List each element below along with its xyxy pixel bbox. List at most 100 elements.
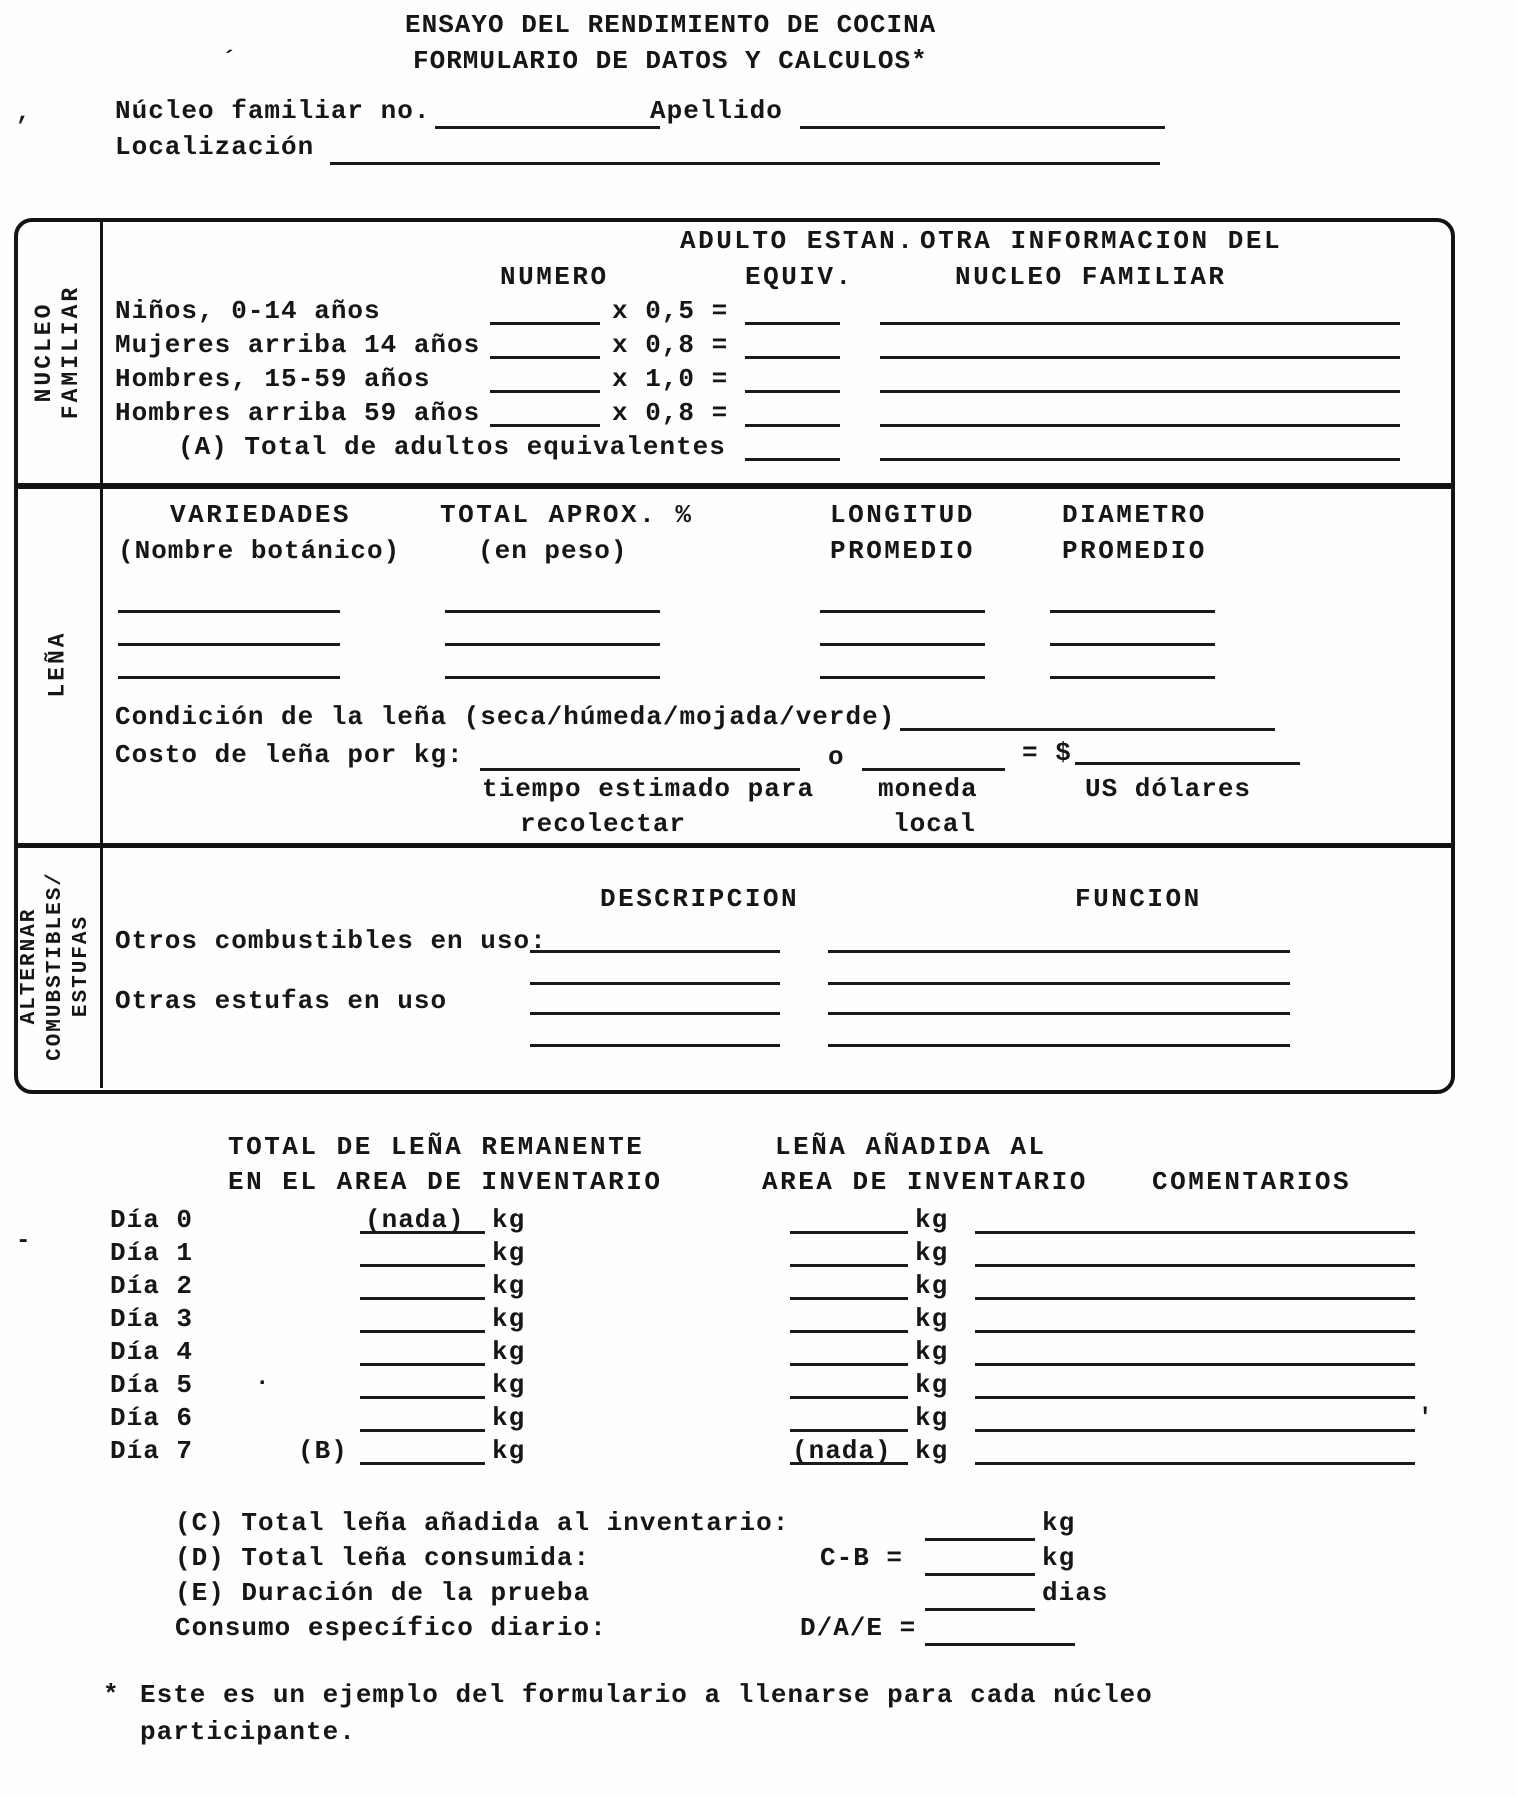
alt-function-blank	[828, 1044, 1290, 1047]
alt-other-fuels-label: Otros combustibles en uso:	[115, 926, 547, 956]
family-other-info-blank	[880, 458, 1400, 461]
wood-percent-blank	[445, 643, 660, 646]
alt-col-description-header: DESCRIPCION	[600, 884, 800, 914]
inv-day-label: Día 2	[110, 1271, 194, 1301]
inv-col1-unit: kg	[492, 1304, 526, 1334]
family-row-factor: x 0,5 =	[612, 296, 729, 326]
wood-col-total-subheader: (en peso)	[478, 536, 628, 566]
family-other-info-blank	[880, 322, 1400, 325]
inv-col2-nada-note: (nada)	[792, 1436, 892, 1466]
family-other-info-blank	[880, 424, 1400, 427]
wood-cost-label: Costo de leña por kg:	[115, 740, 464, 770]
inv-col1-blank	[360, 1363, 485, 1366]
inv-col1-nada-note: (nada)	[365, 1205, 465, 1235]
form-title-line2: FORMULARIO DE DATOS Y CALCULOS*	[413, 46, 928, 76]
family-total-blank	[745, 458, 840, 461]
inv-col1-blank	[360, 1264, 485, 1267]
wood-col-length-header: LONGITUD	[830, 500, 975, 530]
family-section-side-label: NUCLEO FAMILIAR	[31, 284, 84, 420]
summary-daily-blank	[925, 1643, 1075, 1646]
wood-cost-usd-hint: US dólares	[1085, 774, 1252, 804]
summary-e-label: (E) Duración de la prueba	[175, 1578, 591, 1608]
inv-col2-header-line2: AREA DE INVENTARIO	[762, 1167, 1088, 1197]
inv-day-label: Día 3	[110, 1304, 194, 1334]
wood-cost-currency-hint-2: local	[893, 809, 977, 839]
inv-comments-blank	[975, 1462, 1415, 1465]
wood-percent-blank	[445, 676, 660, 679]
alt-description-blank	[530, 982, 780, 985]
inv-day-label: Día 4	[110, 1337, 194, 1367]
footnote-line2: participante.	[140, 1717, 356, 1747]
inv-col1-unit: kg	[492, 1370, 526, 1400]
household-number-label: Núcleo familiar no.	[115, 96, 431, 126]
scan-artifact: ,	[16, 100, 31, 127]
summary-daily-formula: D/A/E =	[800, 1613, 917, 1643]
wood-variety-blank	[118, 610, 340, 613]
wood-diameter-blank	[1050, 676, 1215, 679]
inv-col2-blank	[790, 1429, 908, 1432]
inv-col1-blank	[360, 1396, 485, 1399]
alt-description-blank	[530, 1012, 780, 1015]
inv-col2-header-line1: LEÑA AÑADIDA AL	[775, 1132, 1047, 1162]
summary-d-unit: kg	[1042, 1543, 1076, 1573]
inv-col1-blank	[360, 1330, 485, 1333]
inv-comments-blank	[975, 1396, 1415, 1399]
family-row-factor: x 1,0 =	[612, 364, 729, 394]
wood-condition-label: Condición de la leña (seca/húmeda/mojada…	[115, 702, 896, 732]
wood-cost-or-label: o	[828, 742, 845, 772]
wood-diameter-blank	[1050, 610, 1215, 613]
form-title-line1: ENSAYO DEL RENDIMIENTO DE COCINA	[405, 10, 937, 40]
summary-d-label: (D) Total leña consumida:	[175, 1543, 591, 1573]
family-number-blank	[490, 356, 600, 359]
inv-col2-unit: kg	[915, 1436, 949, 1466]
wood-cost-currency-blank	[862, 768, 1005, 771]
alt-function-blank	[828, 950, 1290, 953]
household-number-blank	[435, 126, 660, 129]
col-adult-equiv-header-1: ADULTO ESTAN.	[680, 226, 916, 256]
wood-cost-equals-label: = $	[1022, 738, 1072, 768]
wood-col-total-header: TOTAL APROX. %	[440, 500, 694, 530]
alt-description-blank	[530, 1044, 780, 1047]
inv-col2-blank	[790, 1462, 908, 1465]
alt-other-stoves-label: Otras estufas en uso	[115, 986, 448, 1016]
wood-length-blank	[820, 643, 985, 646]
inv-comments-blank	[975, 1231, 1415, 1234]
wood-condition-blank	[900, 728, 1275, 731]
family-total-label: (A) Total de adultos equivalentes	[178, 432, 726, 462]
wood-col-varieties-header: VARIEDADES	[170, 500, 352, 530]
wood-col-varieties-subheader: (Nombre botánico)	[118, 536, 401, 566]
family-row-label: Hombres arriba 59 años	[115, 398, 481, 428]
col-other-info-header-2: NUCLEO FAMILIAR	[955, 262, 1227, 292]
summary-c-blank	[925, 1538, 1035, 1541]
family-number-blank	[490, 390, 600, 393]
family-equiv-blank	[745, 356, 840, 359]
wood-col-diameter-header: DIAMETRO	[1062, 500, 1207, 530]
inv-col2-unit: kg	[915, 1205, 949, 1235]
alt-function-blank	[828, 1012, 1290, 1015]
alt-description-blank	[530, 950, 780, 953]
inv-col1-unit: kg	[492, 1271, 526, 1301]
family-number-blank	[490, 322, 600, 325]
inv-col2-unit: kg	[915, 1403, 949, 1433]
wood-cost-time-blank	[480, 768, 800, 771]
wood-variety-blank	[118, 643, 340, 646]
inv-comments-blank	[975, 1297, 1415, 1300]
wood-length-blank	[820, 610, 985, 613]
footnote-star: *	[103, 1680, 120, 1710]
inv-day-label: Día 6	[110, 1403, 194, 1433]
footnote-line1: Este es un ejemplo del formulario a llen…	[140, 1680, 1153, 1710]
inv-comments-blank	[975, 1330, 1415, 1333]
alt-function-blank	[828, 982, 1290, 985]
inv-col2-unit: kg	[915, 1238, 949, 1268]
inv-col2-unit: kg	[915, 1271, 949, 1301]
wood-cost-usd-blank	[1075, 762, 1300, 765]
summary-e-blank	[925, 1608, 1035, 1611]
col-other-info-header-1: OTRA INFORMACION DEL	[920, 226, 1283, 256]
summary-daily-label: Consumo específico diario:	[175, 1613, 607, 1643]
col-adult-equiv-header-2: EQUIV.	[745, 262, 854, 292]
family-other-info-blank	[880, 356, 1400, 359]
wood-cost-currency-hint-1: moneda	[878, 774, 978, 804]
inv-col1-unit: kg	[492, 1337, 526, 1367]
alt-section-side-label: ALTERNAR COMUBSTIBLES/ ESTUFAS	[18, 871, 93, 1061]
